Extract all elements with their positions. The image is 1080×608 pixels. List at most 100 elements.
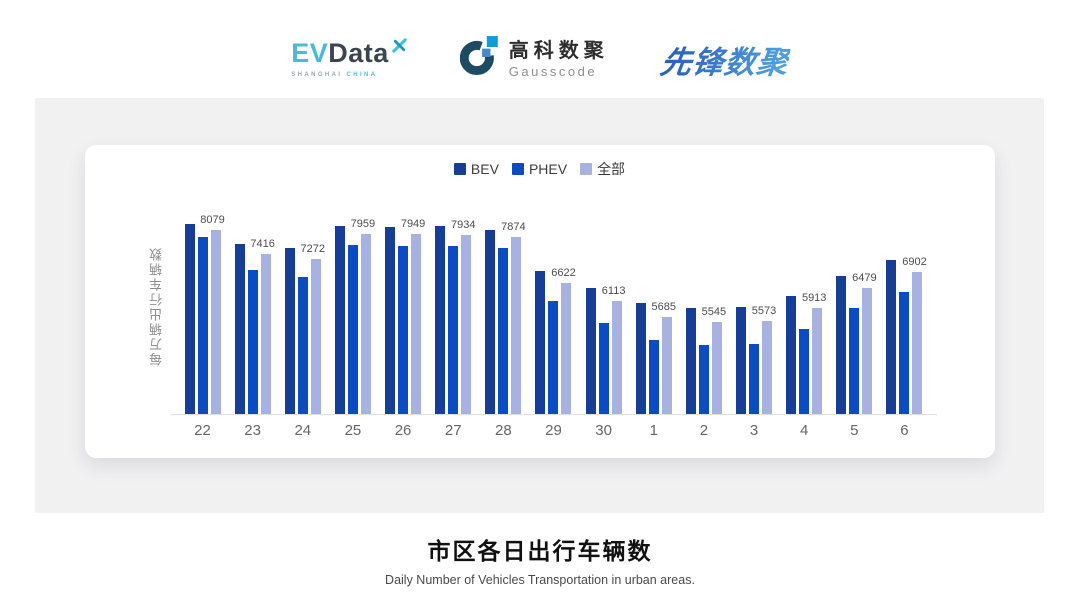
x-tick: 5 <box>850 422 859 439</box>
legend-label: 全部 <box>597 160 626 177</box>
bar-group: 7949 <box>385 218 425 414</box>
bar-BEV <box>786 296 797 414</box>
bar-value-label: 6479 <box>852 272 877 284</box>
bar-value-label: 6902 <box>902 256 927 268</box>
x-axis-labels: 22 23 24 25 26 27 28 29 30 1 2 3 4 5 6 <box>171 422 937 439</box>
bar-BEV <box>585 288 596 414</box>
x-tick: 27 <box>444 422 462 439</box>
bar-value-label: 8079 <box>200 214 225 226</box>
bar-group: 5685 <box>635 301 676 414</box>
legend-swatch-icon <box>453 162 466 175</box>
y-axis-title: 每万辆出行车辆数 <box>149 246 164 366</box>
bar-BEV <box>385 227 396 414</box>
x-tick: 1 <box>649 422 658 439</box>
evdata-wordmark: EV Data <box>291 38 408 68</box>
bar-group: 7959 <box>334 218 375 414</box>
bar-BEV <box>836 276 847 414</box>
x-tick: 2 <box>699 422 709 439</box>
bar-value-label: 6113 <box>601 285 626 297</box>
bar-BEV <box>635 303 646 414</box>
legend-item-全部[interactable]: 全部 <box>580 159 625 179</box>
evdata-caption: SHANGHAI CHINA <box>291 72 408 78</box>
evdata-caption-shanghai: SHANGHAI <box>291 72 343 78</box>
plot-area: 8079 7416 7272 7959 7949 7934 7874 6622 6113 5685… <box>170 197 937 439</box>
bar-全部 <box>461 235 472 414</box>
bar-PHEV <box>698 345 709 414</box>
bar-group: 6622 <box>535 267 576 414</box>
bar-group: 7874 <box>485 221 526 414</box>
evdata-ev-text: EV <box>291 38 329 68</box>
bar-全部 <box>661 317 672 414</box>
x-tick: 3 <box>749 422 759 439</box>
x-tick: 23 <box>244 422 261 439</box>
bar-全部 <box>912 272 923 414</box>
evdata-caption-china: CHINA <box>346 72 378 78</box>
x-tick: 4 <box>800 422 809 439</box>
x-tick: 26 <box>394 422 412 439</box>
bar-PHEV <box>498 248 509 414</box>
bar-BEV <box>535 271 546 414</box>
bar-全部 <box>762 321 773 414</box>
bar-全部 <box>862 288 873 414</box>
chart-subtitle: Daily Number of Vehicles Transportation … <box>385 573 695 587</box>
bar-PHEV <box>297 277 308 414</box>
header: EV Data SHANGHAI CHINA 高科数聚 Gausscode <box>0 0 1080 96</box>
panel: BEV PHEV 全部 每万辆出行车辆数 8079 7416 7272 7959 7949 7… <box>35 98 1044 513</box>
bar-全部 <box>611 301 622 414</box>
legend-item-PHEV[interactable]: PHEV <box>511 160 568 177</box>
bar-group: 5913 <box>786 292 826 414</box>
bar-group: 7416 <box>234 238 275 414</box>
footer: 市区各日出行车辆数 Daily Number of Vehicles Trans… <box>0 532 1080 587</box>
chart-body: 每万辆出行车辆数 8079 7416 7272 7959 7949 7934 7874 662… <box>143 197 995 439</box>
bar-group: 7934 <box>435 219 475 414</box>
x-tick: 28 <box>495 422 512 439</box>
bar-全部 <box>561 283 572 414</box>
bar-value-label: 6622 <box>551 267 576 279</box>
x-tick: 6 <box>900 422 909 439</box>
bar-PHEV <box>749 344 760 414</box>
bar-BEV <box>184 224 195 414</box>
bar-全部 <box>310 259 321 414</box>
gausscode-mark-icon <box>459 35 500 84</box>
bar-value-label: 7959 <box>350 218 376 230</box>
bar-PHEV <box>398 246 409 414</box>
evdata-data-text: Data <box>328 38 389 68</box>
bar-BEV <box>435 226 446 414</box>
bar-PHEV <box>849 308 860 414</box>
bar-PHEV <box>548 301 559 414</box>
bar-PHEV <box>648 340 659 414</box>
bar-PHEV <box>247 270 258 414</box>
bar-group: 5545 <box>685 306 726 414</box>
bar-全部 <box>812 308 823 414</box>
chart-title: 市区各日出行车辆数 <box>427 538 653 564</box>
bar-PHEV <box>448 246 459 414</box>
bar-PHEV <box>197 237 208 414</box>
bar-BEV <box>685 308 696 414</box>
bar-BEV <box>485 230 496 414</box>
legend-item-BEV[interactable]: BEV <box>453 161 499 177</box>
gausscode-cn-text: 高科数聚 <box>508 39 609 62</box>
y-axis-title-wrap: 每万辆出行车辆数 <box>143 197 171 415</box>
legend-swatch-icon <box>511 162 524 175</box>
bar-全部 <box>260 254 271 414</box>
bar-group: 6902 <box>886 256 927 414</box>
legend-label: PHEV <box>528 160 568 177</box>
gausscode-en-text: Gausscode <box>508 63 598 79</box>
bar-BEV <box>736 307 747 414</box>
pioneer-shuju-logo: 先锋数聚 <box>658 37 792 82</box>
chart-legend: BEV PHEV 全部 <box>85 145 995 177</box>
bar-value-label: 7874 <box>501 221 526 233</box>
bar-value-label: 7949 <box>400 218 426 230</box>
legend-swatch-icon <box>580 162 593 175</box>
evdata-logo: EV Data SHANGHAI CHINA <box>291 38 408 78</box>
bar-value-label: 5545 <box>701 306 727 318</box>
bar-group: 7272 <box>284 243 325 414</box>
bar-BEV <box>234 244 245 414</box>
bar-value-label: 5913 <box>801 292 827 304</box>
bar-group: 8079 <box>184 214 225 414</box>
bars-container: 8079 7416 7272 7959 7949 7934 7874 6622 6113 5685… <box>170 197 937 415</box>
gausscode-logo: 高科数聚 Gausscode <box>459 35 609 84</box>
evdata-star-icon <box>391 32 408 59</box>
bar-value-label: 5573 <box>751 305 777 317</box>
bar-全部 <box>210 230 221 414</box>
